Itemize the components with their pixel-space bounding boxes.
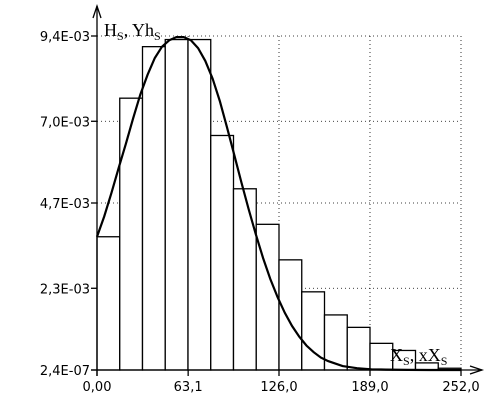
histogram-bar [278, 259, 303, 371]
x-tick-label: 0,00 [83, 380, 112, 395]
histogram-bar [187, 38, 212, 371]
histogram-bar [141, 46, 166, 371]
histogram-bar [232, 188, 257, 371]
histogram-bars [96, 38, 462, 371]
histogram-bar [346, 326, 371, 371]
x-tick-labels: 0,00 63,1 126,0 189,0 252,0 [83, 380, 480, 395]
y-tick-label: 9,4E-03 [40, 30, 90, 45]
x-axis-title: XS, xXS [390, 345, 447, 368]
y-tick-label: 7,0E-03 [40, 115, 90, 130]
y-tick-label: 2,3E-03 [40, 282, 90, 297]
y-axis-title: HS, YhS [104, 20, 161, 43]
x-axis-arrow [469, 365, 485, 375]
x-tick-label: 252,0 [442, 380, 479, 395]
histogram-bar [210, 134, 235, 371]
density-curve [95, 36, 461, 372]
histogram-bar [96, 236, 121, 371]
histogram-bar [164, 38, 189, 371]
x-tick-label: 126,0 [260, 380, 297, 395]
x-tick-label: 189,0 [351, 380, 388, 395]
y-tick-label: 2,4E-07 [40, 364, 90, 379]
x-tick-label: 63,1 [174, 380, 203, 395]
y-tick-label: 4,7E-03 [40, 197, 90, 212]
histogram-bar [119, 97, 144, 371]
axes [91, 3, 485, 376]
y-axis-arrow [92, 3, 102, 19]
y-tick-labels: 2,4E-07 2,3E-03 4,7E-03 7,0E-03 9,4E-03 [40, 30, 90, 379]
